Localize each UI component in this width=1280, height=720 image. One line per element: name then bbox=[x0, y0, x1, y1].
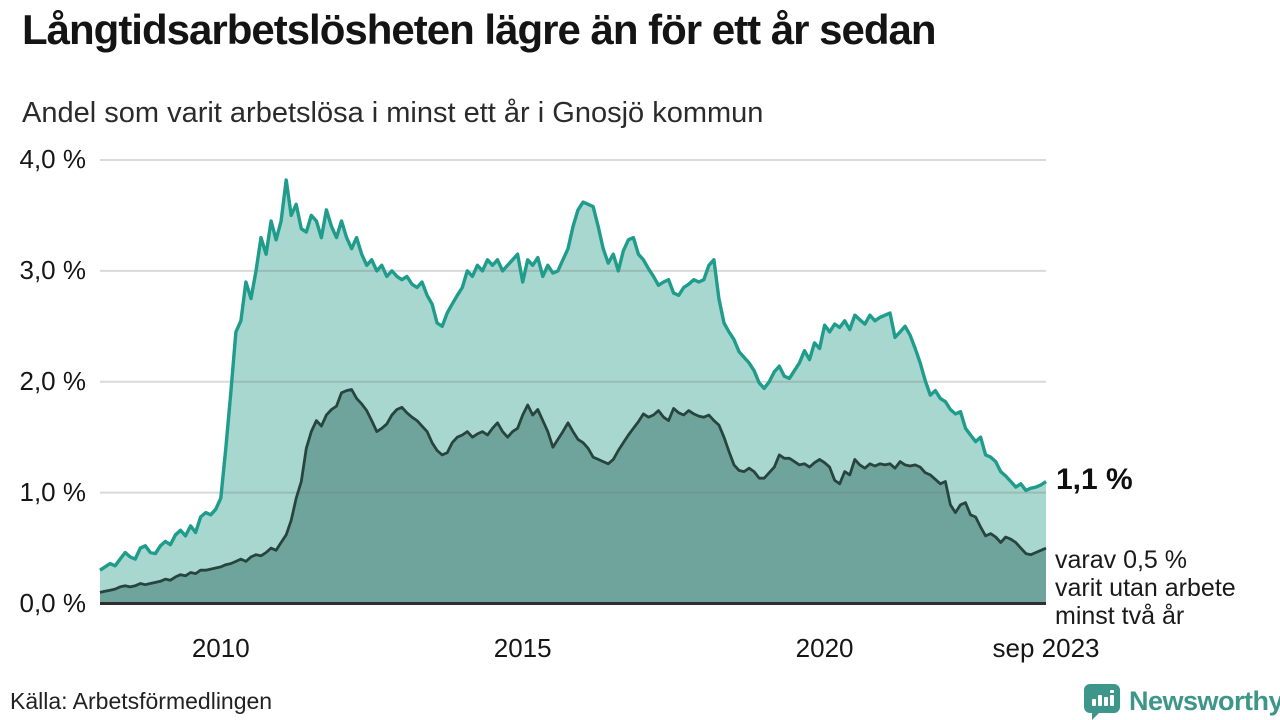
newsworthy-wordmark: Newsworthy bbox=[1129, 686, 1280, 716]
chart-title: Långtidsarbetslösheten lägre än för ett … bbox=[22, 6, 937, 53]
total-line bbox=[99, 178, 1047, 572]
y-axis-label: 2,0 % bbox=[19, 365, 87, 396]
x-axis-label: 2010 bbox=[191, 633, 250, 663]
latest-value-label: 1,1 % bbox=[1056, 463, 1133, 496]
x-axis-label: 2020 bbox=[795, 633, 854, 663]
newsworthy-logo: Newsworthy bbox=[1083, 683, 1280, 720]
y-axis-label: 4,0 % bbox=[19, 143, 87, 174]
x-axis-label: sep 2023 bbox=[992, 633, 1100, 663]
subset-note-line: minst två år bbox=[1055, 602, 1185, 630]
chart-subtitle: Andel som varit arbetslösa i minst ett å… bbox=[22, 97, 764, 129]
subset-note-line: varav 0,5 % bbox=[1055, 546, 1188, 574]
x-axis-label: 2015 bbox=[493, 633, 552, 663]
subset-line bbox=[99, 388, 1047, 594]
y-axis-label: 3,0 % bbox=[19, 254, 87, 285]
newsworthy-logo-icon bbox=[1084, 684, 1120, 720]
subset-area-fill bbox=[100, 389, 1046, 604]
subset-note-line: varit utan arbete bbox=[1055, 574, 1236, 602]
source-caption: Källa: Arbetsförmedlingen bbox=[10, 688, 273, 714]
subset-note: varav 0,5 % varit utan arbete minst två … bbox=[1055, 546, 1236, 630]
y-axis-label: 0,0 % bbox=[19, 587, 87, 618]
y-axis-label: 1,0 % bbox=[19, 476, 87, 507]
